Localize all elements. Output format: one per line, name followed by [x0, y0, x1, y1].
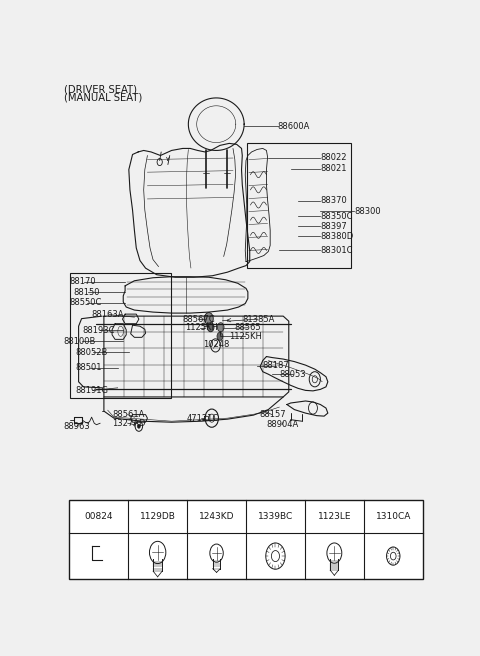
Text: 88380D: 88380D [321, 232, 354, 241]
Text: 10248: 10248 [203, 340, 229, 350]
Text: 88053: 88053 [279, 370, 306, 379]
Text: 88904A: 88904A [266, 420, 299, 429]
Circle shape [217, 333, 223, 340]
Text: 88193C: 88193C [83, 326, 115, 335]
Text: 1125KH: 1125KH [229, 332, 262, 341]
Text: 1310CA: 1310CA [375, 512, 411, 522]
Text: 88963: 88963 [64, 422, 90, 431]
Text: 1125KH: 1125KH [185, 323, 217, 332]
Circle shape [217, 323, 224, 332]
Text: 88187: 88187 [263, 361, 289, 370]
Text: 88170: 88170 [69, 277, 96, 286]
Text: 88565: 88565 [235, 323, 262, 332]
Text: 88567C: 88567C [183, 315, 216, 323]
Circle shape [207, 323, 214, 332]
Bar [69, 501, 423, 579]
Text: (DRIVER SEAT): (DRIVER SEAT) [64, 85, 137, 94]
Circle shape [204, 313, 213, 325]
Text: 81385A: 81385A [242, 315, 275, 323]
Text: 88100B: 88100B [64, 337, 96, 346]
Text: 88350C: 88350C [321, 212, 353, 220]
Text: 1129DB: 1129DB [140, 512, 176, 522]
Text: 88052B: 88052B [75, 348, 107, 357]
Text: 1327AD: 1327AD [112, 419, 145, 428]
Text: 47121C: 47121C [186, 414, 219, 423]
Text: 1243KD: 1243KD [199, 512, 234, 522]
Text: 1123LE: 1123LE [318, 512, 351, 522]
Text: 88561A: 88561A [112, 410, 144, 419]
Text: 88191G: 88191G [75, 386, 108, 395]
Text: 88021: 88021 [321, 164, 347, 173]
Circle shape [137, 424, 140, 428]
Text: 88397: 88397 [321, 222, 347, 231]
Text: 88370: 88370 [321, 196, 347, 205]
Text: 88501: 88501 [75, 363, 101, 372]
Text: 88163A: 88163A [92, 310, 124, 319]
Text: 88550C: 88550C [69, 298, 102, 308]
Text: 88150: 88150 [73, 288, 99, 297]
Bar [247, 143, 351, 268]
Text: 88022: 88022 [321, 153, 347, 162]
Bar [71, 273, 171, 398]
Text: 1339BC: 1339BC [258, 512, 293, 522]
Text: 88300: 88300 [354, 207, 381, 216]
Text: 88157: 88157 [259, 410, 286, 419]
Text: 00824: 00824 [84, 512, 113, 522]
Text: (MANUAL SEAT): (MANUAL SEAT) [64, 93, 142, 103]
Text: 88600A: 88600A [277, 122, 310, 131]
Text: 88301C: 88301C [321, 246, 353, 255]
